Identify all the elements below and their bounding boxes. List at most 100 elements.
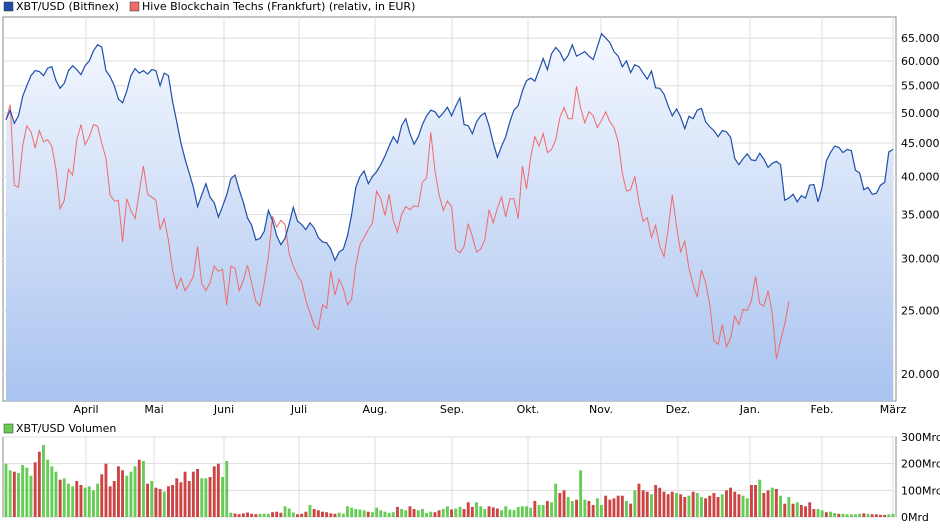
- volume-bar: [258, 513, 262, 517]
- volume-bar: [716, 497, 720, 517]
- volume-bar: [196, 469, 199, 517]
- volume-bar: [254, 514, 258, 517]
- hive-series-line: [5, 86, 790, 360]
- volume-bar: [162, 491, 166, 517]
- volume-bar: [504, 506, 508, 517]
- volume-bar: [354, 509, 358, 517]
- volume-bar: [8, 470, 12, 517]
- volume-bar: [587, 501, 591, 517]
- volume-bar: [520, 506, 524, 517]
- volume-bar: [529, 507, 533, 517]
- volume-bar: [525, 506, 528, 517]
- volume-bar: [704, 498, 707, 517]
- volume-bar: [87, 486, 91, 517]
- volume-bar: [425, 513, 428, 517]
- volume-bar: [687, 495, 691, 517]
- main-y-tick-label: 60.000: [901, 55, 940, 68]
- volume-bar: [695, 493, 699, 517]
- volume-bar: [562, 490, 566, 517]
- volume-bar: [491, 507, 495, 517]
- volume-bar: [454, 508, 458, 517]
- volume-bar: [271, 512, 274, 517]
- volume-bar: [675, 493, 678, 517]
- volume-bar: [108, 486, 112, 517]
- volume-bar: [487, 506, 491, 517]
- volume-bar: [437, 510, 441, 517]
- volume-bar: [262, 513, 266, 517]
- volume-bar: [874, 514, 878, 517]
- volume-bar: [200, 478, 204, 517]
- volume-bar: [737, 494, 741, 517]
- volume-bar: [67, 483, 70, 517]
- main-y-tick-label: 25.000: [901, 305, 940, 318]
- volume-bar: [779, 495, 782, 517]
- volume-bar: [829, 511, 832, 517]
- volume-bar: [808, 502, 812, 517]
- volume-bar: [550, 502, 553, 517]
- volume-bar: [412, 509, 416, 517]
- legend-xbt-swatch: [3, 1, 14, 12]
- volume-bar: [500, 510, 503, 517]
- volume-bar: [575, 499, 578, 517]
- volume-bar: [337, 512, 341, 517]
- volume-bar: [495, 508, 499, 517]
- legend-hive-label: Hive Blockchain Techs (Frankfurt) (relat…: [142, 0, 415, 13]
- main-y-tick-label: 65.000: [901, 32, 940, 45]
- main-x-tick-label: April: [73, 403, 98, 416]
- volume-bar: [725, 490, 728, 517]
- volume-bar: [296, 514, 299, 517]
- volume-bar: [783, 503, 787, 517]
- main-x-axis: April Mai Juni Juli Aug. Sep. Okt. Nov. Dez. Jan.…: [73, 403, 906, 416]
- volume-bar: [62, 478, 66, 517]
- volume-bar: [221, 477, 224, 517]
- volume-bar: [462, 509, 466, 517]
- volume-bar: [421, 509, 424, 517]
- volume-bar: [512, 510, 516, 517]
- volume-bar: [50, 466, 54, 517]
- volume-bar: [708, 495, 712, 517]
- volume-bar: [308, 505, 312, 517]
- volume-bar: [104, 463, 108, 517]
- volume-bar: [579, 470, 583, 517]
- volume-bar: [645, 491, 649, 517]
- main-x-tick-label: Sep.: [440, 403, 464, 416]
- volume-bar: [246, 512, 249, 517]
- volume-bar: [42, 445, 45, 517]
- volume-bar: [799, 505, 803, 517]
- volume-bar: [891, 513, 895, 517]
- main-x-tick-label: Mai: [144, 403, 163, 416]
- main-x-tick-label: Aug.: [363, 403, 388, 416]
- volume-bar: [71, 486, 75, 517]
- volume-bar: [25, 467, 29, 517]
- volume-bars: [4, 445, 895, 517]
- volume-bar: [870, 514, 874, 517]
- volume-bar: [849, 514, 853, 517]
- volume-bar: [791, 503, 795, 517]
- volume-bar: [820, 510, 824, 517]
- volume-bar: [466, 502, 470, 517]
- volume-bar: [208, 477, 212, 517]
- volume-bar: [79, 485, 83, 517]
- volume-bar: [142, 461, 145, 517]
- volume-bar: [762, 493, 766, 517]
- main-y-tick-label: 40.000: [901, 171, 940, 184]
- volume-bar: [112, 481, 116, 517]
- volume-bar: [29, 475, 33, 517]
- volume-bar: [654, 485, 658, 517]
- volume-bar: [887, 514, 891, 517]
- volume-bar: [583, 499, 587, 517]
- volume-bar: [400, 509, 404, 517]
- volume-bar: [300, 513, 304, 517]
- volume-bar: [287, 508, 291, 517]
- main-x-tick-label: Juni: [213, 403, 234, 416]
- volume-bar: [541, 505, 545, 517]
- volume-bar: [96, 483, 100, 517]
- volume-bar: [700, 497, 703, 517]
- volume-bar: [833, 513, 837, 517]
- volume-y-tick-label: 100Mrd: [901, 484, 940, 497]
- volume-bar: [608, 499, 612, 517]
- legend-hive-swatch: [129, 1, 140, 12]
- main-x-tick-label: Juli: [290, 403, 307, 416]
- volume-bar: [396, 506, 399, 517]
- volume-bar: [679, 494, 683, 517]
